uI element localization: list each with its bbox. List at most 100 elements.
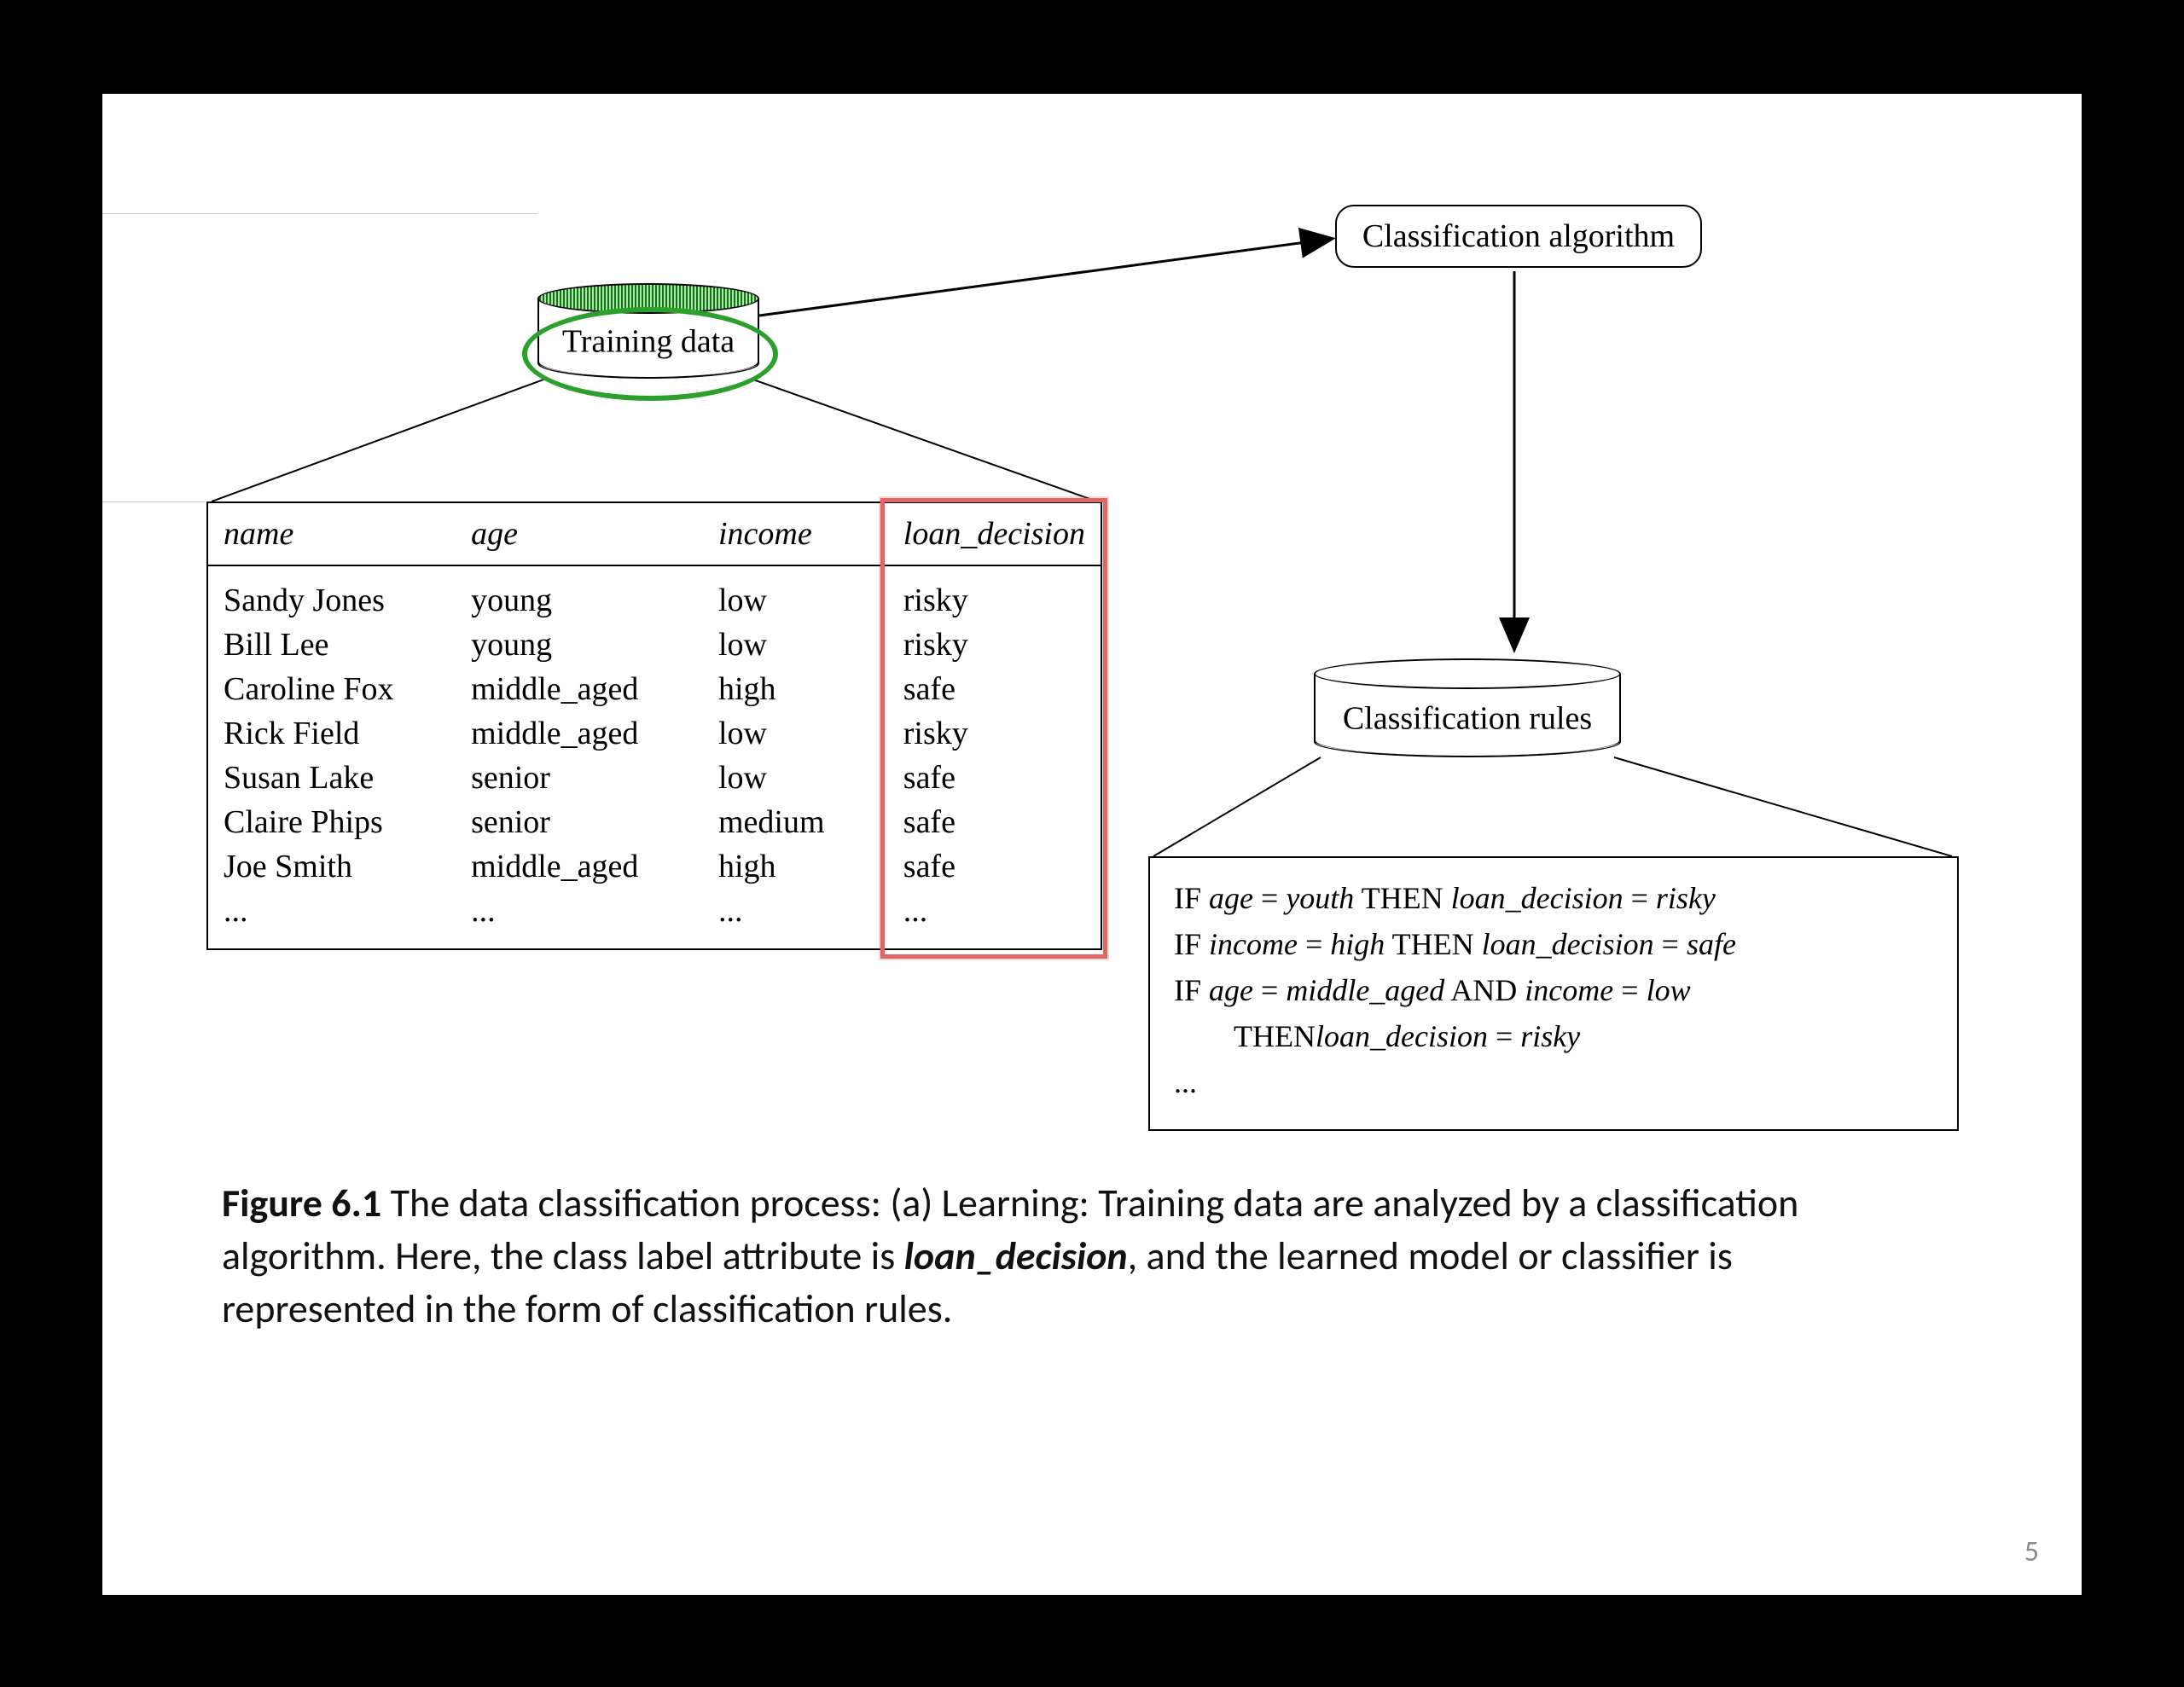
table-cell: Caroline Fox [208,667,456,711]
projection-line [1153,757,1321,856]
rule-var: age [1209,973,1253,1007]
col-age: age [456,503,703,565]
rule-var: loan_decision [1482,927,1654,961]
table-row: Caroline Foxmiddle_agedhighsafe [208,667,1101,711]
table-cell: Susan Lake [208,756,456,800]
rule-var: income [1209,927,1298,961]
rule-var: loan_decision [1316,1019,1488,1053]
rule-text: = [1253,973,1286,1007]
classification-rules-box: IF age = youth THEN loan_decision = risk… [1148,856,1959,1131]
figure-caption: Figure 6.1 The data classification proce… [222,1177,1911,1336]
table-header-row: name age income loan_decision [208,503,1101,565]
table-row: Sandy Jonesyounglowrisky [208,565,1101,623]
table-cell: safe [888,800,1101,844]
hairline [102,213,537,214]
table-cell: low [703,565,888,623]
rule-text: = [1298,927,1330,961]
rule-var: income [1525,973,1613,1007]
table-cell: safe [888,844,1101,889]
classification-algorithm-label: Classification algorithm [1362,217,1675,255]
table-row: Joe Smithmiddle_agedhighsafe [208,844,1101,889]
page-number: 5 [2024,1534,2039,1569]
cylinder-top-hatch [537,283,759,314]
rule-var: low [1647,973,1691,1007]
rule-var: age [1209,881,1253,915]
projection-line [751,379,1097,501]
table-cell: risky [888,623,1101,667]
table-cell: risky [888,711,1101,756]
table-cell: Bill Lee [208,623,456,667]
table-cell: ... [456,889,703,948]
figure-label: Figure 6.1 [222,1180,381,1227]
rule-var: youth [1286,881,1354,915]
training-data-cylinder: Training data [537,299,759,377]
col-income: income [703,503,888,565]
table-cell: low [703,711,888,756]
rule-line: THEN loan_decision = risky [1174,1013,1933,1059]
table-ellipsis-row: ............ [208,889,1101,948]
table-cell: Rick Field [208,711,456,756]
rule-text: = [1623,881,1656,915]
table-cell: high [703,667,888,711]
rule-var: safe [1687,927,1736,961]
table-cell: ... [703,889,888,948]
rule-text: IF [1174,973,1209,1007]
table-cell: high [703,844,888,889]
table-cell: middle_aged [456,844,703,889]
rule-text: = [1488,1019,1520,1053]
rule-text: THEN [1174,1013,1316,1059]
rule-line: IF age = middle_aged AND income = low [1174,967,1933,1013]
table-row: Bill Leeyounglowrisky [208,623,1101,667]
table-cell: Sandy Jones [208,565,456,623]
table-cell: ... [888,889,1101,948]
caption-emph: loan_decision [904,1232,1128,1280]
col-loan-decision: loan_decision [888,503,1101,565]
training-data-label: Training data [539,322,758,360]
cylinder-top [1314,658,1621,689]
table-cell: middle_aged [456,667,703,711]
rule-text: = [1613,973,1646,1007]
rule-line: IF income = high THEN loan_decision = sa… [1174,921,1933,967]
rule-text: THEN [1385,927,1481,961]
rule-text: AND [1444,973,1525,1007]
table-cell: Claire Phips [208,800,456,844]
classification-algorithm-box: Classification algorithm [1335,205,1702,268]
classification-rules-cylinder: Classification rules [1314,674,1621,756]
hairline [102,501,205,502]
arrow-training-to-algo [759,239,1331,316]
table-row: Rick Fieldmiddle_agedlowrisky [208,711,1101,756]
projection-line [1614,757,1952,856]
rule-var: loan_decision [1451,881,1623,915]
training-data-table-inner: name age income loan_decision Sandy Jone… [208,503,1101,948]
table-cell: safe [888,667,1101,711]
table-cell: medium [703,800,888,844]
rule-text: = [1654,927,1687,961]
projection-line [212,379,546,501]
training-data-table: name age income loan_decision Sandy Jone… [206,501,1102,950]
rule-text: = [1253,881,1286,915]
classification-rules-label: Classification rules [1316,699,1619,737]
rule-var: risky [1656,881,1716,915]
table-cell: senior [456,800,703,844]
col-name: name [208,503,456,565]
table-cell: low [703,756,888,800]
table-cell: young [456,623,703,667]
table-cell: risky [888,565,1101,623]
rule-ellipsis: ... [1174,1059,1933,1105]
rule-var: middle_aged [1286,973,1444,1007]
rule-text: THEN [1354,881,1450,915]
table-cell: middle_aged [456,711,703,756]
slide: Classification algorithm Training data n… [102,94,2082,1595]
table-cell: young [456,565,703,623]
table-cell: safe [888,756,1101,800]
diagram-area: Classification algorithm Training data n… [102,94,2082,1117]
rule-line: IF age = youth THEN loan_decision = risk… [1174,875,1933,921]
rule-var: risky [1520,1019,1580,1053]
table-row: Claire Phipsseniormediumsafe [208,800,1101,844]
table-cell: low [703,623,888,667]
table-cell: senior [456,756,703,800]
table-cell: ... [208,889,456,948]
table-row: Susan Lakeseniorlowsafe [208,756,1101,800]
table-cell: Joe Smith [208,844,456,889]
rule-var: high [1330,927,1385,961]
